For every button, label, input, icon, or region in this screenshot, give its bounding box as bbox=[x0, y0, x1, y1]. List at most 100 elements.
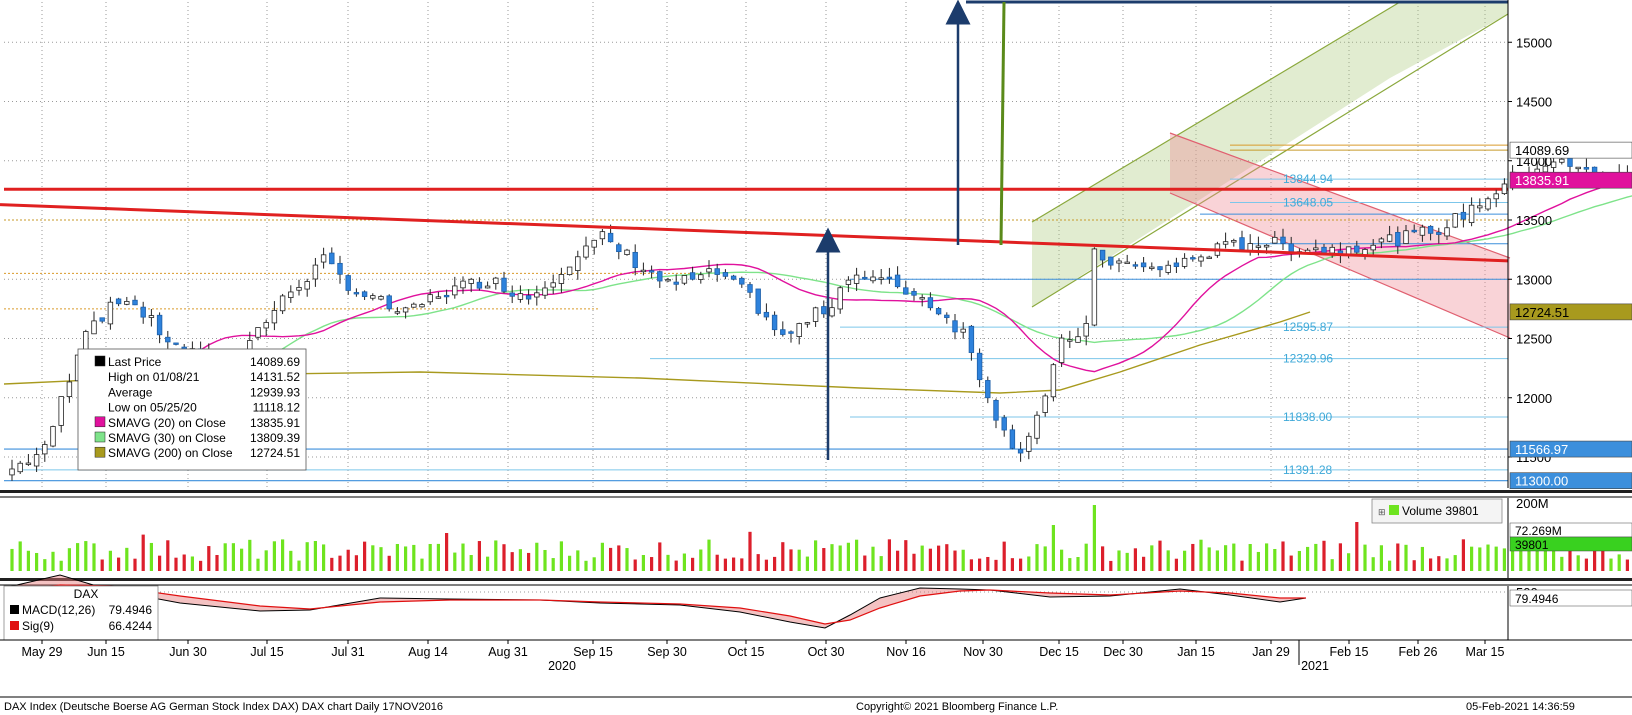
candle-body bbox=[607, 232, 614, 243]
candle-body bbox=[517, 293, 524, 300]
candle-body bbox=[1017, 448, 1024, 454]
volume-bar bbox=[51, 551, 55, 571]
panel-separator[interactable] bbox=[0, 490, 1632, 498]
volume-bar bbox=[592, 557, 596, 571]
candle-body bbox=[1468, 204, 1475, 224]
volume-bar bbox=[1330, 559, 1334, 571]
volume-bar bbox=[428, 543, 432, 571]
candle-body bbox=[829, 307, 835, 317]
candle-body bbox=[870, 276, 876, 282]
volume-bar bbox=[855, 539, 859, 571]
candle-body bbox=[878, 277, 884, 280]
candle-body bbox=[771, 314, 778, 331]
candle-body bbox=[583, 245, 589, 258]
candle-body bbox=[1452, 213, 1458, 228]
candle-body bbox=[337, 262, 343, 275]
y-tick-label: 14500 bbox=[1516, 95, 1552, 110]
volume-bar bbox=[182, 554, 186, 571]
candle-body bbox=[804, 322, 811, 325]
volume-bar bbox=[732, 557, 736, 571]
volume-bar bbox=[1306, 546, 1310, 571]
y-tick-label: 12000 bbox=[1516, 391, 1552, 406]
y-tick-label: 13000 bbox=[1516, 272, 1552, 287]
volume-bar bbox=[100, 559, 104, 571]
candle-body bbox=[402, 307, 409, 313]
volume-bar bbox=[1527, 548, 1531, 571]
volume-bar bbox=[133, 558, 137, 571]
candle-body bbox=[320, 254, 327, 263]
candle-body bbox=[1165, 264, 1171, 273]
panel-separator[interactable] bbox=[0, 578, 1632, 586]
candle-body bbox=[378, 296, 384, 300]
signal-line bbox=[3, 584, 1306, 625]
candle-body bbox=[1222, 241, 1229, 245]
trend-lines bbox=[0, 203, 1509, 263]
candle-body bbox=[780, 329, 786, 335]
candle-body bbox=[1583, 167, 1590, 170]
volume-bar bbox=[912, 553, 916, 571]
volume-bar bbox=[789, 549, 793, 571]
price-tag-label: 14089.69 bbox=[1515, 143, 1569, 158]
legend-label: SMAVG (200) on Close bbox=[108, 446, 233, 460]
volume-bar bbox=[190, 556, 194, 571]
volume-bar bbox=[477, 541, 481, 571]
candle-body bbox=[968, 325, 975, 353]
candle-body bbox=[386, 295, 392, 310]
volume-bar bbox=[1215, 550, 1219, 571]
volume-bar bbox=[1191, 543, 1195, 571]
price-candles bbox=[9, 151, 1631, 481]
volume-bar bbox=[76, 543, 80, 571]
macd-tag-bg bbox=[1509, 589, 1632, 607]
volume-bar bbox=[502, 544, 506, 571]
x-tick-label: Sep 15 bbox=[573, 645, 613, 659]
candle-body bbox=[1436, 232, 1442, 235]
candle-body bbox=[255, 327, 261, 338]
x-tick-label: Nov 16 bbox=[886, 645, 926, 659]
candle-body bbox=[681, 275, 688, 284]
volume-bar bbox=[1068, 558, 1072, 571]
volume-bar bbox=[1142, 556, 1146, 571]
legend-label: Low on 05/25/20 bbox=[108, 401, 197, 415]
separator-bar bbox=[0, 490, 1632, 493]
x-tick-label: Mar 15 bbox=[1466, 645, 1505, 659]
legend-label: Average bbox=[108, 385, 153, 399]
volume-bar bbox=[1322, 540, 1326, 571]
candle-body bbox=[1559, 158, 1565, 163]
x-tick-label: Feb 15 bbox=[1330, 645, 1369, 659]
volume-bar bbox=[1502, 548, 1506, 571]
candle-body bbox=[1173, 262, 1180, 267]
level-label: 13844.94 bbox=[1283, 172, 1333, 186]
macd-line bbox=[3, 574, 1307, 629]
legend-value: 79.4946 bbox=[109, 603, 153, 617]
candle-body bbox=[739, 277, 745, 285]
candle-body bbox=[1058, 337, 1065, 363]
legend-label: Sig(9) bbox=[22, 619, 54, 633]
volume-bar bbox=[26, 550, 30, 571]
candle-body bbox=[99, 317, 105, 322]
volume-bar bbox=[1625, 559, 1629, 571]
volume-legend-label: Volume 39801 bbox=[1402, 504, 1479, 518]
volume-bar bbox=[756, 554, 760, 571]
candle-body bbox=[1124, 261, 1130, 264]
candle-body bbox=[853, 274, 860, 284]
price-tag-label: 13835.91 bbox=[1515, 173, 1569, 188]
volume-bar bbox=[1265, 543, 1269, 571]
volume-bar bbox=[600, 542, 604, 571]
candle-body bbox=[66, 381, 73, 398]
candle-body bbox=[927, 297, 934, 309]
volume-bar bbox=[978, 558, 982, 571]
x-tick-label: Aug 31 bbox=[488, 645, 528, 659]
volume-bar bbox=[691, 557, 695, 571]
green-vertical-line bbox=[999, 1, 1006, 246]
volume-bar bbox=[1174, 558, 1178, 571]
legend-swatch bbox=[94, 355, 106, 367]
candle-body bbox=[1313, 247, 1319, 251]
volume-bar bbox=[551, 558, 555, 571]
candle-body bbox=[673, 281, 679, 285]
candle-body bbox=[1378, 238, 1385, 243]
candle-body bbox=[1116, 260, 1122, 264]
separator-bar bbox=[0, 578, 1632, 581]
candle-body bbox=[1501, 183, 1508, 195]
volume-bar bbox=[59, 560, 63, 571]
